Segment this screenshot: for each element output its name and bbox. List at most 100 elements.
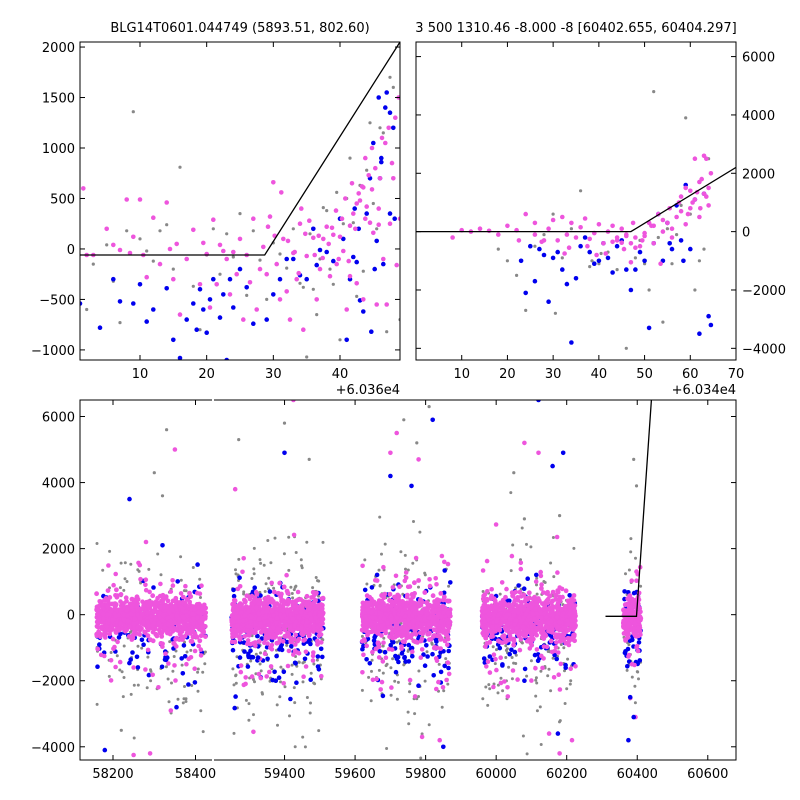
data-point (347, 223, 353, 228)
data-point (160, 618, 166, 623)
data-point (670, 262, 674, 266)
data-point (276, 723, 279, 727)
data-point (138, 237, 142, 241)
data-point (221, 248, 226, 254)
data-point (649, 223, 654, 229)
data-point (243, 681, 248, 687)
data-point (132, 599, 137, 605)
data-point (139, 637, 145, 643)
data-point (633, 245, 638, 250)
data-point (259, 669, 263, 673)
data-point (419, 599, 425, 605)
data-point (195, 615, 200, 621)
data-point (275, 703, 279, 707)
data-point (404, 567, 407, 571)
data-point (386, 125, 392, 131)
data-point (395, 697, 399, 701)
data-point (291, 532, 297, 538)
data-point (156, 620, 162, 626)
data-point (200, 615, 206, 621)
data-point (395, 640, 399, 644)
data-point (389, 685, 394, 690)
data-point (667, 241, 672, 246)
data-point (512, 598, 518, 604)
data-point (683, 222, 688, 227)
data-point (201, 730, 205, 734)
data-point (566, 245, 572, 250)
data-point (174, 627, 179, 633)
data-point (191, 616, 196, 622)
data-point (481, 656, 487, 661)
data-point (241, 317, 246, 322)
data-point (525, 576, 530, 581)
data-point (284, 572, 289, 578)
data-point (380, 601, 386, 607)
data-point (427, 630, 432, 636)
data-point (190, 634, 196, 640)
data-point (555, 238, 560, 243)
data-point (194, 635, 200, 640)
data-point (369, 145, 375, 151)
data-point (374, 302, 380, 307)
data-point (252, 713, 255, 717)
data-point (318, 632, 324, 637)
data-point (80, 301, 83, 306)
data-point (564, 281, 570, 287)
data-point (111, 276, 116, 282)
data-point (697, 214, 702, 220)
data-point (252, 546, 256, 550)
data-point (284, 639, 290, 645)
data-point (529, 545, 533, 549)
data-point (423, 679, 427, 683)
data-point (292, 686, 296, 690)
data-point (299, 631, 304, 636)
data-point (542, 580, 546, 583)
data-point (227, 276, 233, 282)
data-point (447, 584, 451, 588)
data-point (385, 620, 390, 626)
data-point (320, 616, 326, 622)
data-point (362, 587, 368, 593)
data-point (685, 211, 691, 217)
data-point (407, 584, 413, 589)
data-point (217, 242, 223, 248)
data-point (170, 583, 176, 588)
data-point (321, 206, 325, 210)
data-point (430, 593, 436, 599)
data-point (376, 655, 382, 660)
data-point (235, 614, 240, 620)
data-point (302, 637, 308, 642)
data-point (378, 584, 382, 588)
data-point (285, 238, 291, 244)
data-point (271, 589, 277, 595)
data-point (279, 665, 283, 669)
panel-3: 58200 58400 59400 59600 59800 60000 60200 60400… (31, 399, 737, 782)
data-point (407, 677, 413, 683)
data-point (197, 282, 203, 287)
data-point (433, 576, 439, 581)
data-point (145, 603, 151, 609)
data-point (410, 594, 416, 600)
data-point (387, 634, 392, 640)
data-point (166, 609, 172, 615)
data-point (379, 159, 384, 165)
data-point (304, 276, 310, 282)
data-point (331, 258, 336, 264)
data-point (526, 590, 532, 596)
data-point (624, 267, 629, 272)
data-point (368, 121, 372, 125)
data-point (610, 239, 615, 245)
data-point (438, 591, 444, 596)
data-point (420, 732, 424, 736)
data-point (624, 233, 629, 239)
data-point (406, 659, 412, 664)
data-point (407, 634, 413, 639)
data-point (118, 321, 122, 325)
data-point (281, 613, 287, 618)
data-point (599, 251, 603, 256)
data-point (180, 600, 186, 605)
data-point (103, 635, 108, 640)
data-point (128, 657, 133, 662)
data-point (174, 649, 178, 653)
